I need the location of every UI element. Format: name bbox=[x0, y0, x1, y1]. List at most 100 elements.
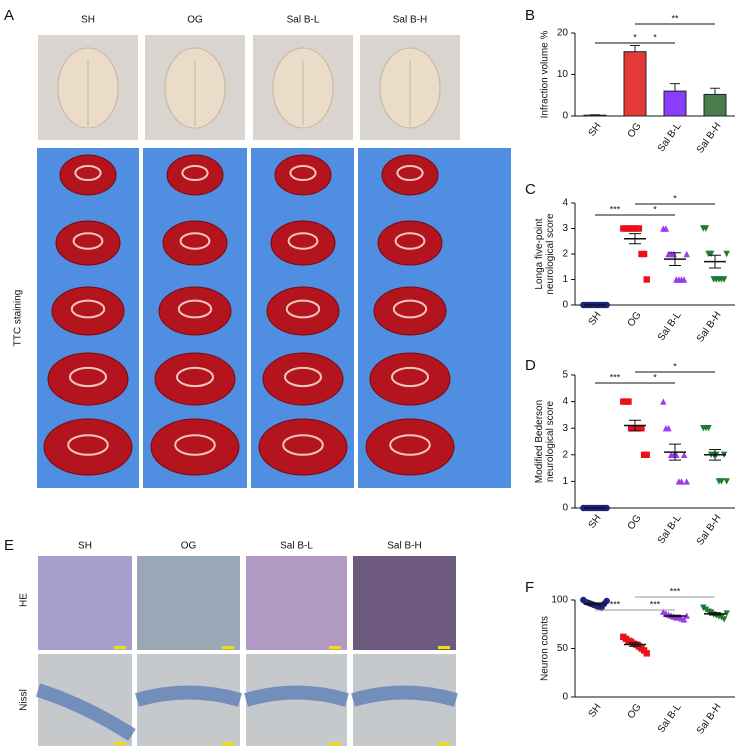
significance-label: *** bbox=[610, 372, 621, 382]
ttc-slice bbox=[373, 286, 447, 336]
he-photo bbox=[353, 556, 456, 650]
column-label: Sal B-L bbox=[280, 541, 313, 552]
y-tick-label: 3 bbox=[562, 223, 568, 234]
x-tick-label: OG bbox=[626, 702, 644, 721]
error-bar bbox=[710, 87, 720, 95]
ttc-slice-inner bbox=[179, 232, 211, 250]
ttc-slice-inner bbox=[176, 366, 214, 388]
scale-bar bbox=[438, 646, 450, 649]
error-bar bbox=[629, 642, 641, 647]
x-tick-label: Sal B-L bbox=[656, 513, 684, 547]
ttc-slice-inner bbox=[282, 434, 324, 456]
scale-bar bbox=[329, 742, 341, 745]
nissl-band bbox=[244, 685, 349, 707]
x-tick-label: OG bbox=[626, 121, 644, 140]
panel-label: C bbox=[525, 181, 536, 198]
ttc-slice-inner bbox=[289, 165, 317, 181]
significance-label: ** bbox=[671, 13, 679, 23]
significance-label: * bbox=[673, 193, 677, 203]
point bbox=[665, 425, 672, 432]
x-tick-label: Sal B-H bbox=[695, 513, 724, 548]
y-tick-label: 50 bbox=[557, 643, 569, 654]
row-label: HE bbox=[19, 593, 30, 607]
panel-label: B bbox=[525, 7, 535, 24]
point bbox=[707, 250, 715, 258]
y-tick-label: 0 bbox=[562, 503, 568, 514]
ttc-slice-inner bbox=[287, 232, 319, 250]
ttc-slice bbox=[258, 418, 348, 476]
x-tick-label: SH bbox=[587, 702, 604, 720]
column-label: Sal B-H bbox=[393, 15, 427, 26]
ttc-slice-inner bbox=[67, 434, 109, 456]
y-axis-label: Infraction volume % bbox=[540, 30, 551, 118]
x-tick-label: OG bbox=[626, 513, 644, 532]
row-label: Nissl bbox=[19, 689, 30, 711]
ttc-slice bbox=[381, 154, 439, 196]
significance-label: *** bbox=[670, 586, 681, 596]
point bbox=[643, 276, 650, 283]
y-axis-label: Neuron counts bbox=[540, 616, 551, 681]
ttc-slice bbox=[162, 220, 228, 266]
point bbox=[718, 614, 725, 621]
scale-bar bbox=[222, 646, 234, 649]
column-label: OG bbox=[181, 541, 197, 552]
x-tick-label: Sal B-L bbox=[656, 121, 684, 155]
point bbox=[625, 398, 632, 405]
he-photo bbox=[137, 556, 240, 650]
point bbox=[603, 301, 610, 309]
panel-label: A bbox=[4, 7, 14, 24]
error-bar bbox=[669, 252, 681, 266]
ttc-slice-inner bbox=[74, 165, 102, 181]
point bbox=[702, 225, 710, 232]
scale-bar bbox=[222, 742, 234, 745]
scale-bar bbox=[438, 742, 450, 745]
y-tick-label: 0 bbox=[562, 692, 568, 703]
point bbox=[662, 225, 670, 232]
point bbox=[702, 606, 710, 613]
significance-label: *** bbox=[610, 204, 621, 214]
point bbox=[700, 604, 707, 611]
error-bar bbox=[670, 83, 680, 92]
significance-label: * bbox=[633, 32, 637, 42]
y-tick-label: 3 bbox=[562, 423, 568, 434]
y-tick-label: 20 bbox=[557, 28, 569, 39]
significance-label: *** bbox=[610, 599, 621, 609]
x-tick-label: Sal B-H bbox=[695, 121, 724, 156]
ttc-slice-inner bbox=[70, 299, 106, 319]
ttc-slice-inner bbox=[391, 366, 429, 388]
error-bar bbox=[629, 419, 641, 432]
ttc-slice-inner bbox=[392, 299, 428, 319]
point bbox=[603, 504, 610, 512]
ttc-slice bbox=[270, 220, 336, 266]
x-tick-label: SH bbox=[587, 121, 604, 139]
ttc-slice bbox=[51, 286, 125, 336]
point bbox=[638, 425, 645, 432]
point bbox=[720, 276, 728, 283]
x-tick-label: Sal B-L bbox=[656, 310, 684, 344]
error-bar bbox=[709, 612, 721, 616]
y-tick-label: 0 bbox=[562, 300, 568, 311]
point bbox=[635, 225, 643, 232]
scale-bar bbox=[114, 646, 126, 649]
ttc-slice bbox=[274, 154, 332, 196]
y-axis-label: Modified Bederson bbox=[534, 400, 545, 483]
y-tick-label: 2 bbox=[562, 249, 568, 260]
ttc-slice-inner bbox=[394, 232, 426, 250]
row-label: TTC staining bbox=[13, 290, 24, 347]
point bbox=[678, 478, 685, 485]
point bbox=[705, 425, 712, 432]
ttc-slice bbox=[266, 286, 340, 336]
x-tick-label: Sal B-H bbox=[695, 310, 724, 345]
y-tick-label: 0 bbox=[562, 111, 568, 122]
x-tick-label: OG bbox=[626, 310, 644, 329]
error-bar bbox=[709, 448, 721, 461]
y-tick-label: 4 bbox=[562, 198, 568, 209]
ttc-slice-inner bbox=[389, 434, 431, 456]
significance-label: * bbox=[673, 361, 677, 371]
error-bar bbox=[669, 443, 681, 461]
nissl-band bbox=[135, 685, 242, 707]
y-tick-label: 4 bbox=[562, 396, 568, 407]
error-bar bbox=[630, 44, 640, 52]
ttc-slice bbox=[59, 154, 117, 196]
significance-label: * bbox=[653, 32, 657, 42]
